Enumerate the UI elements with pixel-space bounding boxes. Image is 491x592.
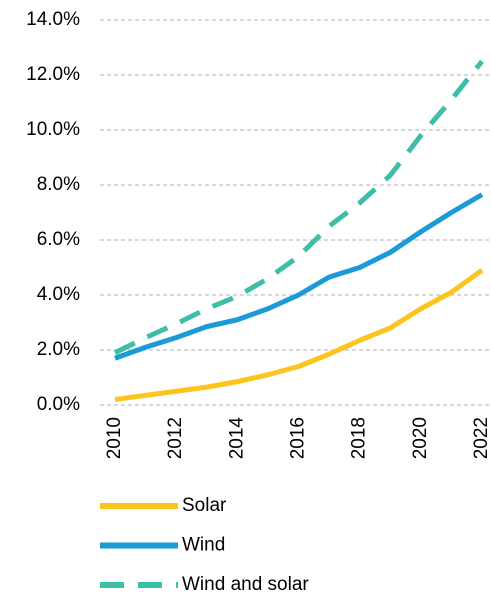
x-tick-label: 2020 [410,417,431,459]
series-line [113,59,484,355]
x-tick-label: 2016 [288,417,309,459]
y-tick-label: 4.0% [37,284,80,305]
y-tick-label: 12.0% [26,64,80,85]
y-tick-label: 8.0% [37,174,80,195]
series-line [114,268,484,402]
y-tick-label: 10.0% [26,119,80,140]
legend-label: Solar [182,495,227,516]
y-tick-label: 6.0% [37,229,80,250]
legend-label: Wind [182,535,225,556]
x-tick-label: 2014 [226,417,247,460]
x-tick-label: 2022 [471,417,491,459]
x-tick-label: 2018 [349,417,370,459]
legend-label: Wind and solar [182,574,309,592]
y-tick-label: 14.0% [26,9,80,30]
y-tick-label: 2.0% [37,339,80,360]
y-tick-label: 0.0% [37,394,80,415]
series-line [114,192,484,361]
x-tick-label: 2010 [104,417,125,459]
x-tick-label: 2012 [165,417,186,459]
